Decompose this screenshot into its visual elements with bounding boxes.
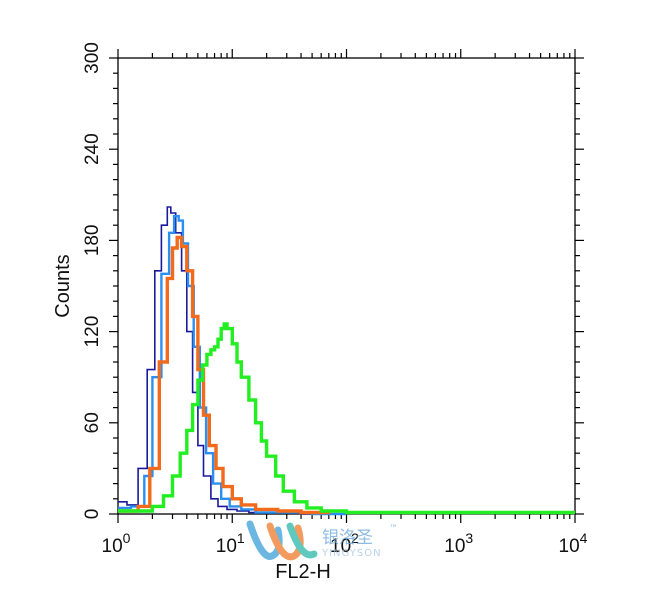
x-tick-label: 102 (330, 530, 359, 557)
x-axis: 100 101 102 103 104 (102, 49, 588, 557)
x-tick-label: 100 (102, 530, 131, 557)
y-axis: 0 60 120 180 240 300 (82, 42, 584, 519)
histogram-series-3 (118, 235, 331, 515)
y-tick-label: 240 (82, 133, 103, 165)
y-axis-title: Counts (52, 254, 74, 317)
watermark-name-en: YINGYSON (321, 548, 382, 559)
watermark-name-cn: 银洛圣 (322, 528, 373, 548)
x-tick-label: 101 (216, 530, 245, 557)
y-tick-label: 0 (82, 509, 103, 520)
watermark-trademark: ™ (389, 524, 398, 534)
x-tick-label: 103 (444, 530, 473, 557)
y-tick-label: 180 (82, 225, 103, 257)
y-tick-label: 300 (82, 42, 103, 74)
histogram-series-4 (118, 322, 575, 515)
watermark-logo-icon (246, 520, 318, 561)
watermark: 银洛圣 ™ YINGYSON (246, 520, 398, 561)
series-layer (118, 206, 575, 516)
x-axis-title: FL2-H (275, 561, 331, 583)
x-tick-label: 104 (559, 530, 588, 557)
histogram-series-1 (118, 206, 347, 515)
y-tick-label: 120 (82, 316, 103, 348)
y-tick-label: 60 (82, 412, 103, 433)
